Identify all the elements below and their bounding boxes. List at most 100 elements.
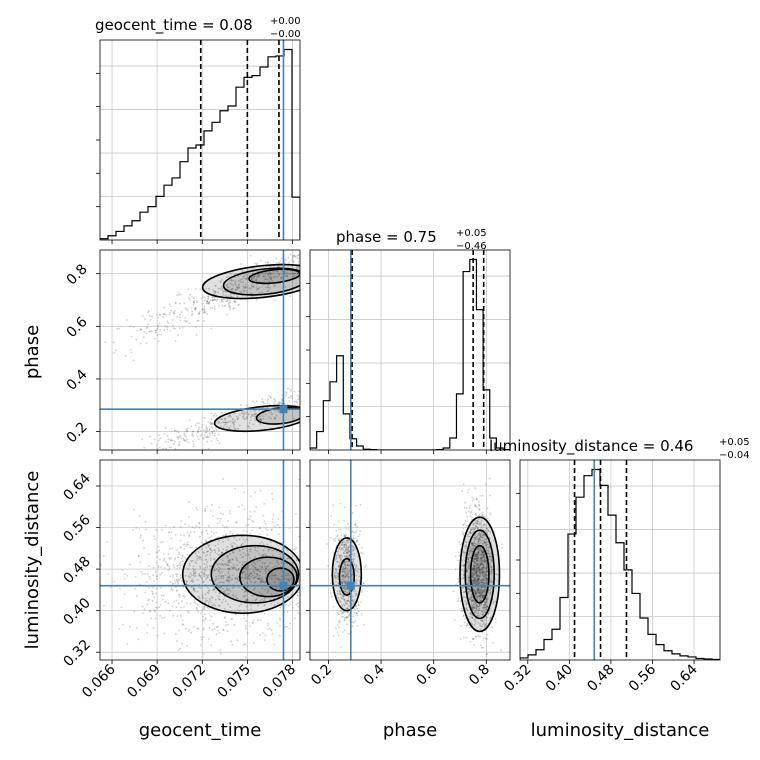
sample-point	[295, 603, 298, 606]
sample-point	[275, 270, 278, 273]
sample-point	[355, 529, 358, 532]
sample-point	[469, 589, 472, 592]
sample-point	[488, 519, 491, 522]
sample-point	[139, 561, 142, 564]
sample-point	[179, 546, 182, 548]
sample-point	[260, 593, 263, 595]
sample-point	[466, 622, 468, 625]
injection-marker	[346, 581, 355, 590]
sample-point	[344, 563, 346, 566]
sample-point	[262, 581, 265, 583]
sample-point	[137, 555, 140, 557]
sample-point	[213, 434, 216, 437]
sample-point	[476, 553, 479, 556]
sample-point	[385, 225, 387, 227]
sample-point	[306, 271, 308, 273]
sample-point	[472, 599, 475, 602]
sample-point	[187, 544, 189, 546]
sample-point	[336, 252, 338, 254]
sample-point	[242, 413, 245, 415]
x-tick-label: 0.4	[361, 661, 388, 688]
sample-point	[337, 528, 340, 531]
x-tick-label: 0.32	[501, 662, 534, 695]
sample-point	[472, 637, 475, 640]
sample-point	[194, 571, 197, 574]
sample-point	[206, 551, 209, 553]
sample-point	[478, 577, 481, 580]
sample-point	[157, 317, 160, 319]
sample-point	[259, 600, 261, 603]
sample-point	[192, 430, 195, 433]
sample-point	[138, 515, 141, 517]
sample-point	[176, 565, 179, 567]
sample-point	[472, 573, 475, 576]
sample-point	[126, 643, 129, 645]
sample-point	[340, 380, 342, 382]
sample-point	[198, 522, 201, 524]
sample-point	[123, 577, 126, 580]
sample-point	[296, 265, 299, 268]
sample-point	[200, 576, 202, 579]
sample-point	[302, 255, 304, 257]
sample-point	[483, 606, 486, 608]
sample-point	[178, 327, 181, 330]
sample-point	[320, 386, 322, 388]
sample-point	[273, 400, 276, 403]
sample-point	[485, 615, 488, 618]
sample-point	[478, 538, 481, 540]
sample-point	[250, 604, 253, 607]
sample-point	[269, 396, 272, 399]
sample-point	[472, 567, 475, 570]
sample-point	[238, 287, 240, 290]
sample-point	[208, 599, 211, 602]
sample-point	[230, 279, 233, 281]
sample-point	[307, 579, 309, 581]
sample-point	[329, 592, 332, 594]
sample-point	[257, 275, 260, 278]
sample-point	[489, 531, 491, 533]
sample-point	[145, 457, 147, 459]
title-geocent-time-minus: −0.00	[270, 29, 301, 40]
sample-point	[475, 497, 478, 500]
y-tick-label: 0.8	[64, 261, 91, 288]
sample-point	[251, 519, 254, 522]
sample-point	[486, 574, 488, 577]
sample-point	[132, 326, 135, 328]
sample-point	[313, 254, 315, 256]
sample-point	[462, 551, 464, 553]
sample-point	[249, 254, 252, 257]
sample-point	[207, 524, 210, 527]
sample-point	[274, 577, 277, 580]
sample-point	[313, 541, 315, 543]
sample-point	[241, 563, 244, 566]
sample-point	[469, 527, 472, 530]
sample-point	[156, 334, 159, 336]
sample-point	[269, 278, 272, 280]
sample-point	[221, 562, 223, 565]
sample-point	[482, 603, 485, 606]
sample-point	[260, 555, 263, 557]
sample-point	[251, 414, 254, 416]
sample-point	[280, 257, 283, 260]
sample-point	[473, 607, 476, 610]
sample-point	[276, 622, 279, 624]
sample-point	[470, 550, 473, 553]
sample-point	[354, 504, 357, 507]
sample-point	[478, 504, 480, 507]
sample-point	[244, 627, 247, 630]
sample-point	[311, 571, 313, 573]
sample-point	[198, 573, 201, 575]
sample-point	[253, 413, 255, 416]
sample-point	[336, 560, 338, 563]
sample-point	[177, 556, 180, 559]
sample-point	[362, 552, 364, 555]
sample-point	[157, 565, 160, 567]
sample-point	[316, 642, 318, 644]
sample-point	[158, 606, 161, 609]
sample-point	[466, 561, 469, 563]
sample-point	[162, 313, 165, 315]
sample-point	[490, 570, 493, 573]
sample-point	[264, 588, 266, 591]
sample-point	[335, 529, 338, 532]
sample-point	[233, 412, 236, 415]
